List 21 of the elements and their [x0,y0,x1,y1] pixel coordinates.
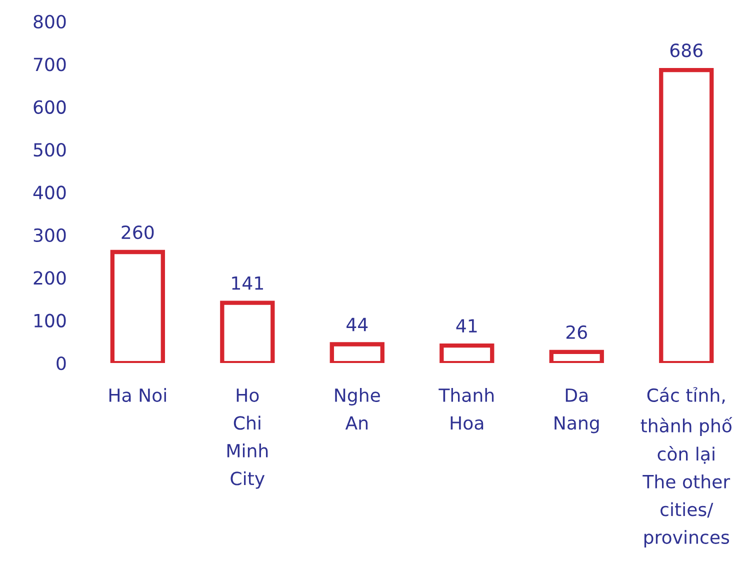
x-tick-label: Thanh Hoa [438,388,494,430]
data-label: 44 [346,318,368,332]
y-tick-label: 100 [34,314,66,328]
x-tick-label: Các tỉnh, thành phố còn lại The other cities/ provinces [640,387,732,548]
x-tick-label: Nghe An [335,388,380,430]
y-tick-label: 800 [34,14,66,29]
y-tick-label: 400 [33,186,66,200]
data-label: 141 [232,276,263,290]
y-tick-label: 500 [34,142,66,157]
x-tick-label: Da Nang [554,388,599,434]
y-tick-label: 300 [34,228,66,242]
data-label: 260 [122,225,154,240]
y-tick-label: 200 [34,271,66,285]
y-tick-label: 0 [56,356,66,370]
data-label: 686 [670,44,702,58]
x-tick-label: Ho Chi Minh City [227,388,268,489]
y-tick-label: 600 [34,100,66,114]
data-label: 41 [456,319,477,332]
y-tick-label: 700 [34,58,66,72]
x-tick-label: Ha Noi [109,388,166,402]
data-label: 26 [566,325,587,340]
